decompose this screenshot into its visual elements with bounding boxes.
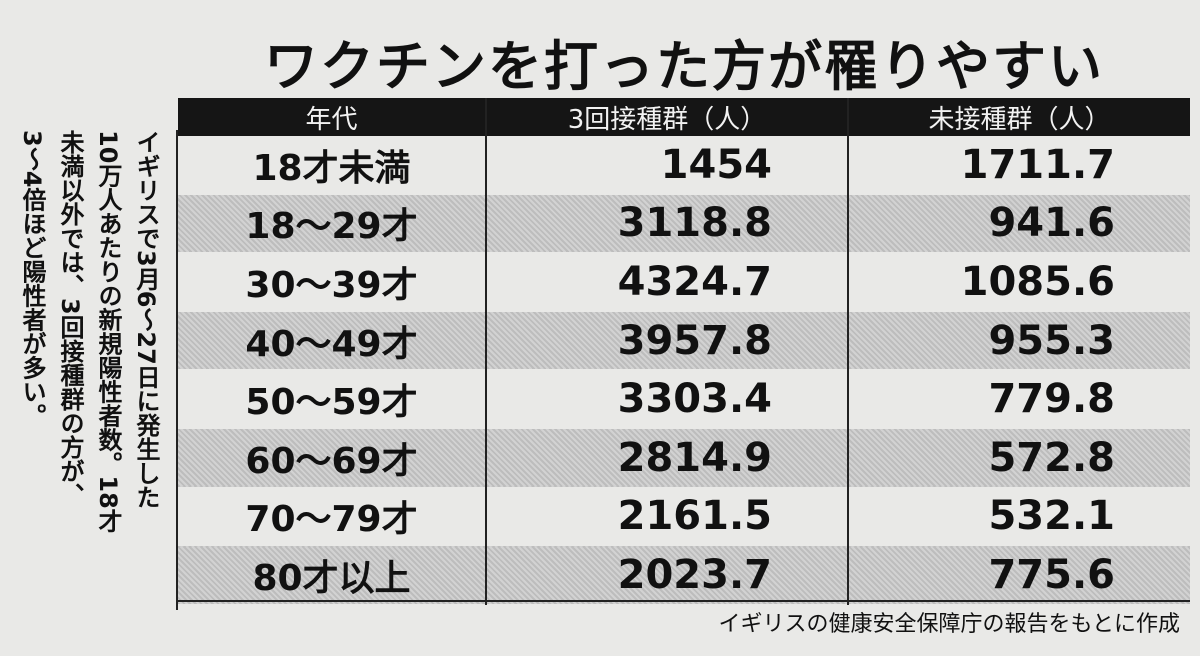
table-cell: 775.6 xyxy=(847,545,1190,605)
table-cell: 2161.5 xyxy=(485,487,848,547)
note-box: イギリスで3月6～27日に発生した 10万人あたりの新規陽性者数。18才 未満以外で… xyxy=(8,130,178,610)
table-cell: 3118.8 xyxy=(485,194,848,254)
table-row: 70～79才 2161.5 532.1 xyxy=(178,487,1190,547)
column-header: 3回接種群（人） xyxy=(485,98,848,136)
column-header: 年代 xyxy=(178,98,486,136)
table-cell: 1711.7 xyxy=(847,136,1190,195)
table-cell: 572.8 xyxy=(847,428,1190,488)
table-cell: 3303.4 xyxy=(485,369,848,429)
table-cell: 955.3 xyxy=(847,311,1190,371)
note-line: イギリスで3月6～27日に発生した xyxy=(132,130,160,509)
table-cell: 941.6 xyxy=(847,194,1190,254)
table-cell: 2814.9 xyxy=(485,428,848,488)
table-row: 40～49才 3957.8 955.3 xyxy=(178,311,1190,371)
table-cell: 50～59才 xyxy=(178,369,486,429)
table-cell: 80才以上 xyxy=(178,545,486,605)
table-cell: 18～29才 xyxy=(178,194,486,254)
table-cell: 2023.7 xyxy=(485,545,848,605)
table-cell: 30～39才 xyxy=(178,252,486,312)
note-line: 3～4倍ほど陽性者が多い。 xyxy=(18,130,46,428)
table-row: 60～69才 2814.9 572.8 xyxy=(178,428,1190,488)
table: 年代 3回接種群（人） 未接種群（人） 18才未満 1454 1711.7 18～29才 31… xyxy=(178,98,1190,605)
note-line: 未満以外では、3回接種群の方が、 xyxy=(56,130,84,507)
header-row: 年代 3回接種群（人） 未接種群（人） xyxy=(178,98,1190,136)
table-cell: 18才未満 xyxy=(178,136,486,195)
source: イギリスの健康安全保障庁の報告をもとに作成 xyxy=(718,612,1180,637)
note-text: イギリスで3月6～27日に発生した 10万人あたりの新規陽性者数。18才 未満以外で… xyxy=(13,130,171,600)
table-row: 18才未満 1454 1711.7 xyxy=(178,136,1190,195)
table-cell: 60～69才 xyxy=(178,428,486,488)
table-row: 18～29才 3118.8 941.6 xyxy=(178,194,1190,254)
table-cell: 779.8 xyxy=(847,369,1190,429)
table-row: 80才以上 2023.7 775.6 xyxy=(178,545,1190,605)
table-row: 30～39才 4324.7 1085.6 xyxy=(178,252,1190,312)
title: ワクチンを打った方が罹りやすい xyxy=(264,35,1104,98)
note-line: 10万人あたりの新規陽性者数。18才 xyxy=(94,130,122,533)
rule xyxy=(178,600,1190,602)
column-header: 未接種群（人） xyxy=(847,98,1190,136)
table-cell: 1085.6 xyxy=(847,252,1190,312)
table-cell: 3957.8 xyxy=(485,311,848,371)
table-cell: 1454 xyxy=(485,136,848,195)
table-cell: 40～49才 xyxy=(178,311,486,371)
table-row: 50～59才 3303.4 779.8 xyxy=(178,369,1190,429)
table-cell: 4324.7 xyxy=(485,252,848,312)
table-cell: 532.1 xyxy=(847,487,1190,547)
table-cell: 70～79才 xyxy=(178,487,486,547)
